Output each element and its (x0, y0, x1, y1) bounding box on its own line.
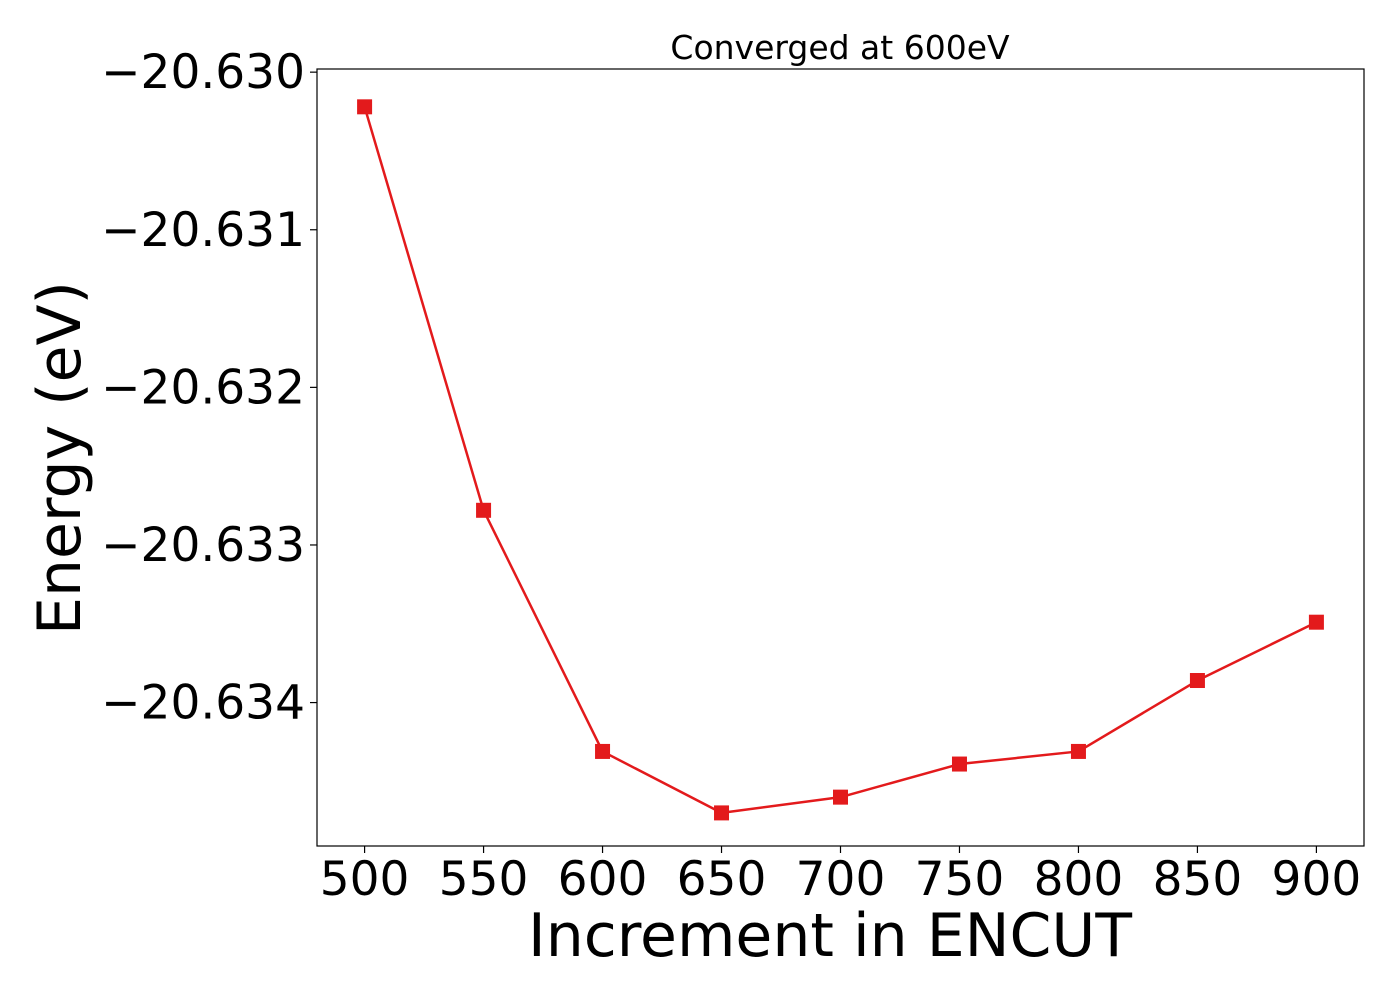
data-point (833, 789, 848, 805)
plot-area (317, 69, 1364, 846)
y-tick-label: −20.634 (101, 676, 305, 731)
y-tick-label: −20.633 (101, 518, 305, 573)
x-tick-label: 900 (1272, 852, 1362, 907)
data-point (1070, 743, 1086, 759)
x-tick-label: 800 (1034, 852, 1124, 907)
x-tick-label: 600 (558, 852, 648, 907)
data-point (476, 502, 492, 518)
x-tick-label: 750 (915, 852, 1005, 907)
x-axis-label: Increment in ENCUT (528, 901, 1132, 971)
data-point (1189, 673, 1205, 689)
x-tick-label: 550 (439, 852, 529, 907)
x-tick-label: 500 (320, 852, 410, 907)
x-tick-label: 700 (796, 852, 886, 907)
chart-title: Converged at 600eV (670, 28, 1010, 67)
y-axis-label: Energy (eV) (25, 281, 95, 635)
data-point (1308, 614, 1324, 630)
y-tick-label: −20.632 (101, 360, 305, 415)
data-point (357, 99, 373, 115)
y-tick-label: −20.631 (101, 203, 305, 258)
y-tick-label: −20.630 (101, 45, 305, 100)
x-tick-label: 850 (1153, 852, 1243, 907)
x-ticks: 500 550 600 650 700 750 800 850 900 (320, 846, 1362, 907)
series-layer (357, 99, 1324, 821)
y-ticks: −20.630 −20.631 −20.632 −20.633 −20.634 (101, 45, 317, 731)
plot-frame (316, 68, 1365, 847)
data-point (595, 743, 611, 759)
x-tick-label: 650 (677, 852, 767, 907)
data-point (714, 805, 730, 821)
data-point (951, 756, 967, 772)
